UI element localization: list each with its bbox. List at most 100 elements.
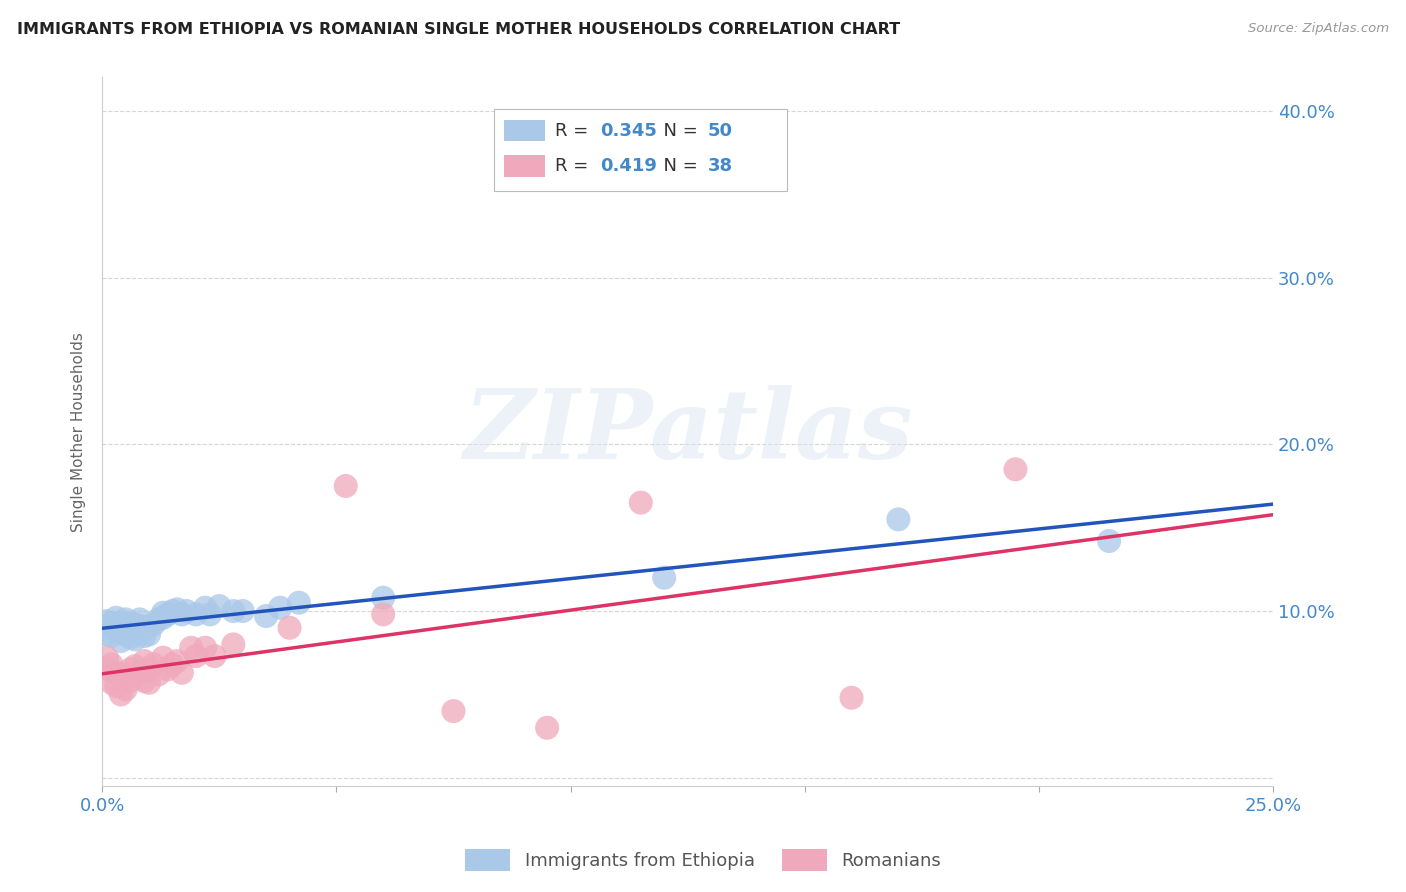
Point <box>162 604 184 618</box>
Point <box>536 721 558 735</box>
Point <box>222 604 245 618</box>
Point <box>134 629 156 643</box>
Point <box>100 675 122 690</box>
Point <box>142 657 165 672</box>
Point <box>269 600 291 615</box>
Point <box>128 625 150 640</box>
Point <box>114 671 136 685</box>
Point <box>841 690 863 705</box>
Point <box>134 674 156 689</box>
Point <box>110 634 132 648</box>
Point <box>222 637 245 651</box>
Text: 0.345: 0.345 <box>600 121 657 139</box>
Text: ZIPatlas: ZIPatlas <box>463 384 912 479</box>
Legend: Immigrants from Ethiopia, Romanians: Immigrants from Ethiopia, Romanians <box>458 842 948 879</box>
Point <box>105 617 128 632</box>
Point <box>156 607 179 622</box>
Point <box>152 611 174 625</box>
Text: 38: 38 <box>707 157 733 175</box>
Point <box>1098 534 1121 549</box>
Point <box>166 602 188 616</box>
Point <box>278 621 301 635</box>
Point <box>652 571 675 585</box>
Point <box>288 596 311 610</box>
Point <box>105 665 128 680</box>
Point <box>142 617 165 632</box>
Point <box>105 611 128 625</box>
Point <box>120 631 142 645</box>
Point <box>96 614 118 628</box>
Point <box>166 654 188 668</box>
Point <box>114 612 136 626</box>
Point <box>124 632 146 647</box>
Point <box>128 619 150 633</box>
Point <box>114 627 136 641</box>
Point <box>373 591 395 605</box>
Bar <box>503 120 544 141</box>
Point <box>124 624 146 638</box>
Point <box>152 606 174 620</box>
Point <box>105 624 128 638</box>
Point <box>152 650 174 665</box>
Point <box>114 621 136 635</box>
FancyBboxPatch shape <box>495 110 787 191</box>
Point <box>124 617 146 632</box>
Point <box>110 624 132 638</box>
Point <box>232 604 254 618</box>
Point <box>373 607 395 622</box>
Point <box>184 649 207 664</box>
Point <box>134 654 156 668</box>
Bar <box>503 155 544 177</box>
Point <box>128 665 150 680</box>
Point <box>208 599 231 613</box>
Point <box>138 662 160 676</box>
Point <box>110 688 132 702</box>
Point <box>887 512 910 526</box>
Point <box>110 615 132 630</box>
Point <box>128 612 150 626</box>
Point <box>630 496 652 510</box>
Point <box>96 619 118 633</box>
Point <box>335 479 357 493</box>
Text: N =: N = <box>652 121 704 139</box>
Text: IMMIGRANTS FROM ETHIOPIA VS ROMANIAN SINGLE MOTHER HOUSEHOLDS CORRELATION CHART: IMMIGRANTS FROM ETHIOPIA VS ROMANIAN SIN… <box>17 22 900 37</box>
Point <box>100 629 122 643</box>
Point <box>120 662 142 676</box>
Point <box>114 682 136 697</box>
Point <box>170 607 193 622</box>
Point <box>176 604 198 618</box>
Point <box>148 667 170 681</box>
Point <box>138 619 160 633</box>
Y-axis label: Single Mother Households: Single Mother Households <box>72 332 86 532</box>
Point <box>1004 462 1026 476</box>
Point <box>134 621 156 635</box>
Point <box>96 662 118 676</box>
Point <box>100 657 122 672</box>
Point <box>194 640 217 655</box>
Text: R =: R = <box>555 121 595 139</box>
Point <box>96 627 118 641</box>
Point <box>96 650 118 665</box>
Point <box>204 649 226 664</box>
Point <box>138 675 160 690</box>
Point <box>198 607 221 622</box>
Point <box>180 640 202 655</box>
Point <box>156 662 179 676</box>
Text: 0.419: 0.419 <box>600 157 657 175</box>
Point <box>184 607 207 622</box>
Point <box>124 659 146 673</box>
Point <box>100 615 122 630</box>
Point <box>100 621 122 635</box>
Point <box>138 627 160 641</box>
Point <box>120 674 142 689</box>
Point <box>120 623 142 637</box>
Text: N =: N = <box>652 157 704 175</box>
Point <box>443 704 465 718</box>
Point <box>194 600 217 615</box>
Point <box>148 612 170 626</box>
Text: R =: R = <box>555 157 595 175</box>
Text: 50: 50 <box>707 121 733 139</box>
Point <box>254 609 277 624</box>
Point <box>110 667 132 681</box>
Text: Source: ZipAtlas.com: Source: ZipAtlas.com <box>1249 22 1389 36</box>
